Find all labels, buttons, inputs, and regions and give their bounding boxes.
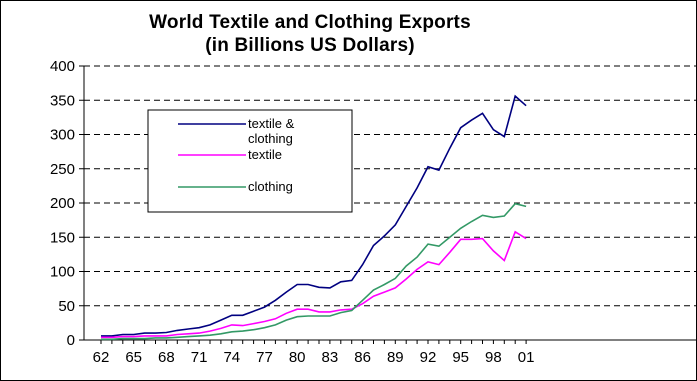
legend-box [147,109,353,213]
x-tick-label: 62 [93,349,110,366]
y-tick-label: 50 [58,298,75,315]
x-tick-label: 77 [256,349,273,366]
legend-label-0: textile & clothing [248,116,295,146]
x-tick-label: 83 [322,349,339,366]
y-tick-label: 350 [50,92,75,109]
y-tick-label: 0 [67,332,75,349]
x-tick-label: 98 [485,349,502,366]
series-line-0 [101,94,527,337]
x-tick-label: 74 [223,349,240,366]
x-tick-label: 65 [125,349,142,366]
x-tick-label: 92 [420,349,437,366]
y-tick-label: 300 [50,127,75,144]
y-tick-label: 150 [50,229,75,246]
x-tick-label: 71 [191,349,208,366]
chart-subtitle: (in Billions US Dollars) [205,35,415,56]
y-tick-label: 250 [50,161,75,178]
x-tick-label: 01 [518,349,535,366]
y-tick-label: 100 [50,264,75,281]
y-tick-label: 400 [50,58,75,75]
series-line-2 [101,202,527,341]
y-tick-label: 200 [50,195,75,212]
x-tick-label: 86 [354,349,371,366]
x-tick-label: 95 [452,349,469,366]
legend-label-2: clothing [248,179,293,194]
legend-label-1: textile [248,147,282,162]
series-line-1 [101,230,527,339]
x-tick-label: 80 [289,349,306,366]
x-tick-label: 68 [158,349,175,366]
x-tick-label: 89 [387,349,404,366]
chart-title: World Textile and Clothing Exports [149,12,471,33]
